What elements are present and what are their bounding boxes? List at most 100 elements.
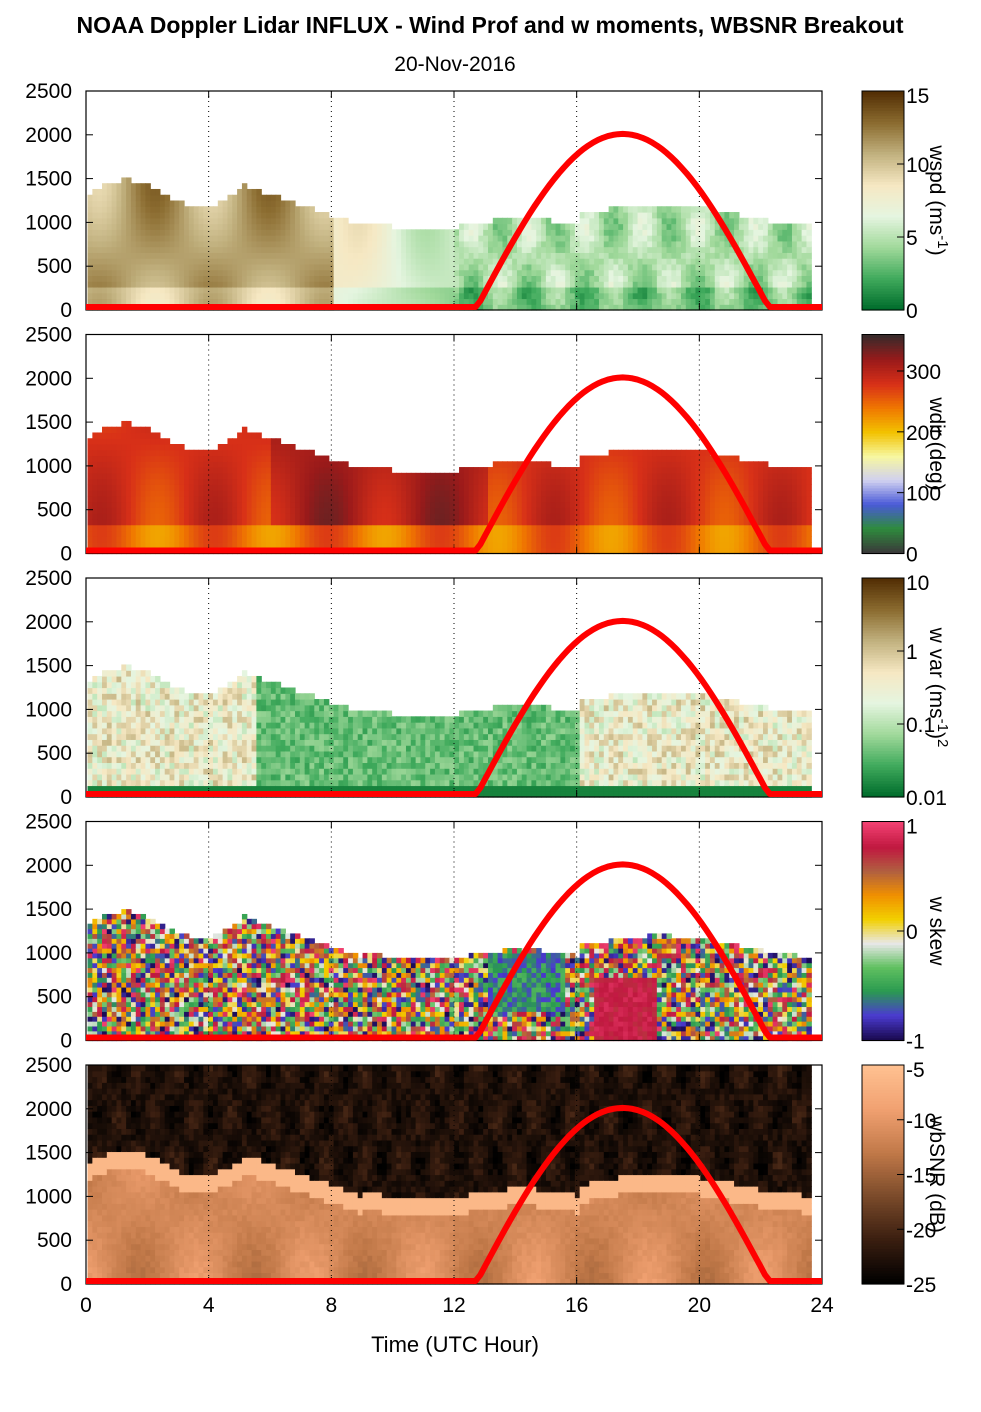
heatmap-cell bbox=[87, 490, 93, 497]
heatmap-cell bbox=[304, 518, 311, 526]
heatmap-cell bbox=[241, 292, 248, 300]
heatmap-cell bbox=[565, 467, 571, 474]
heatmap-cell bbox=[632, 286, 639, 294]
heatmap-cell bbox=[483, 304, 489, 311]
heatmap-cell bbox=[468, 263, 475, 271]
heatmap-cell bbox=[188, 518, 195, 526]
heatmap-cell bbox=[608, 235, 615, 242]
heatmap-cell bbox=[270, 472, 277, 480]
heatmap-cell bbox=[372, 298, 378, 305]
heatmap-cell bbox=[140, 536, 147, 543]
heatmap-cell bbox=[266, 223, 272, 230]
heatmap-cell bbox=[179, 212, 185, 219]
heatmap-cell bbox=[478, 263, 484, 271]
heatmap-cell bbox=[251, 240, 257, 248]
heatmap-cell bbox=[295, 206, 301, 213]
heatmap-cell bbox=[545, 263, 552, 271]
heatmap-cell bbox=[570, 258, 576, 265]
heatmap-cell bbox=[695, 281, 701, 288]
heatmap-cell bbox=[285, 478, 291, 485]
heatmap-cell bbox=[198, 246, 204, 253]
heatmap-cell bbox=[541, 495, 547, 503]
heatmap-cell bbox=[237, 484, 243, 491]
heatmap-cell bbox=[188, 495, 195, 503]
heatmap-cell bbox=[478, 286, 484, 294]
heatmap-cell bbox=[526, 518, 533, 526]
heatmap-cell bbox=[270, 484, 277, 491]
heatmap-cell bbox=[734, 286, 740, 294]
heatmap-cell bbox=[642, 286, 648, 294]
heatmap-cell bbox=[309, 541, 315, 549]
heatmap-cell bbox=[434, 478, 441, 485]
heatmap-cell bbox=[386, 495, 393, 503]
heatmap-cell bbox=[618, 286, 624, 294]
heatmap-cell bbox=[478, 258, 484, 265]
heatmap-cell bbox=[328, 524, 335, 532]
heatmap-cell bbox=[560, 229, 566, 236]
heatmap-cell bbox=[319, 472, 325, 480]
heatmap-cell bbox=[637, 513, 643, 520]
heatmap-cell bbox=[729, 298, 735, 305]
heatmap-cell bbox=[598, 298, 605, 305]
heatmap-cell bbox=[140, 217, 147, 225]
heatmap-cell bbox=[367, 269, 373, 277]
heatmap-cell bbox=[598, 455, 605, 462]
heatmap-cell bbox=[642, 501, 648, 508]
heatmap-cell bbox=[222, 461, 229, 468]
heatmap-cell bbox=[304, 223, 311, 230]
heatmap-cell bbox=[212, 513, 219, 520]
heatmap-cell bbox=[261, 246, 267, 253]
heatmap-cell bbox=[193, 217, 200, 225]
heatmap-cell bbox=[430, 269, 436, 277]
heatmap-cell bbox=[203, 206, 209, 213]
heatmap-cell bbox=[251, 507, 257, 514]
heatmap-cell bbox=[738, 286, 745, 294]
heatmap-cell bbox=[150, 235, 156, 242]
heatmap-cell bbox=[381, 478, 388, 485]
heatmap-cell bbox=[179, 461, 185, 468]
heatmap-cell bbox=[589, 495, 595, 503]
heatmap-cell bbox=[502, 223, 508, 230]
colorbar-swatch bbox=[862, 118, 904, 122]
heatmap-cell bbox=[401, 541, 407, 549]
heatmap-cell bbox=[468, 501, 475, 508]
heatmap-cell bbox=[627, 455, 634, 462]
heatmap-cell bbox=[280, 513, 286, 520]
heatmap-cell bbox=[140, 269, 147, 277]
heatmap-cell bbox=[159, 223, 166, 230]
heatmap-cell bbox=[579, 258, 586, 265]
heatmap-cell bbox=[203, 269, 209, 277]
heatmap-cell bbox=[695, 467, 701, 474]
heatmap-cell bbox=[270, 217, 277, 225]
heatmap-cell bbox=[647, 263, 653, 271]
heatmap-cell bbox=[444, 281, 450, 288]
heatmap-cell bbox=[502, 513, 508, 520]
heatmap-cell bbox=[690, 536, 697, 543]
heatmap-cell bbox=[459, 501, 465, 508]
heatmap-cell bbox=[328, 286, 335, 294]
heatmap-cell bbox=[488, 490, 494, 497]
heatmap-cell bbox=[661, 281, 668, 288]
heatmap-cell bbox=[304, 461, 311, 468]
heatmap-cell bbox=[521, 263, 528, 271]
heatmap-cell bbox=[241, 432, 248, 439]
heatmap-cell bbox=[135, 478, 142, 485]
heatmap-cell bbox=[348, 269, 354, 277]
heatmap-cell bbox=[367, 240, 373, 248]
heatmap-cell bbox=[574, 263, 581, 271]
heatmap-cell bbox=[738, 223, 745, 230]
heatmap-cell bbox=[352, 229, 359, 236]
heatmap-cell bbox=[632, 484, 639, 491]
heatmap-cell bbox=[753, 292, 759, 300]
heatmap-cell bbox=[237, 513, 243, 520]
heatmap-cell bbox=[184, 461, 190, 468]
heatmap-cell bbox=[227, 252, 233, 259]
heatmap-cell bbox=[246, 455, 253, 462]
heatmap-cell bbox=[632, 536, 639, 543]
heatmap-cell bbox=[237, 281, 243, 288]
heatmap-cell bbox=[541, 235, 547, 242]
heatmap-cell bbox=[555, 240, 561, 248]
heatmap-cell bbox=[314, 298, 320, 305]
heatmap-cell bbox=[777, 252, 783, 259]
heatmap-cell bbox=[536, 501, 542, 508]
